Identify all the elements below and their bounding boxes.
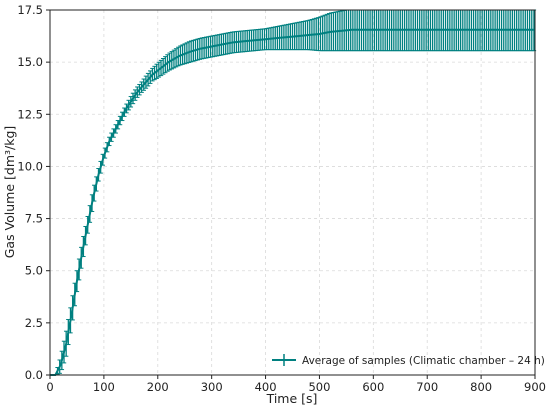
x-tick-label: 800 bbox=[470, 380, 492, 394]
x-tick-label: 100 bbox=[93, 380, 115, 394]
y-tick-label: 7.5 bbox=[25, 212, 43, 226]
error-bars bbox=[55, 9, 537, 375]
x-tick-label: 600 bbox=[362, 380, 384, 394]
x-tick-label: 0 bbox=[46, 380, 53, 394]
x-tick-label: 500 bbox=[308, 380, 330, 394]
y-tick-label: 5.0 bbox=[25, 264, 43, 278]
y-tick-label: 12.5 bbox=[17, 107, 43, 121]
y-axis-label: Gas Volume [dm³/kg] bbox=[2, 126, 17, 259]
x-tick-label: 900 bbox=[524, 380, 546, 394]
grid bbox=[50, 10, 535, 375]
x-axis-label: Time [s] bbox=[266, 391, 318, 406]
y-tick-label: 17.5 bbox=[17, 3, 43, 17]
y-tick-label: 2.5 bbox=[25, 316, 43, 330]
y-tick-label: 10.0 bbox=[17, 159, 43, 173]
y-tick-label: 0.0 bbox=[25, 368, 43, 382]
plot-frame bbox=[49, 9, 536, 376]
legend-label: Average of samples (Climatic chamber – 2… bbox=[302, 355, 545, 367]
x-tick-label: 300 bbox=[201, 380, 223, 394]
legend: Average of samples (Climatic chamber – 2… bbox=[272, 354, 545, 367]
x-tick-label: 200 bbox=[147, 380, 169, 394]
y-tick-label: 15.0 bbox=[17, 55, 43, 69]
series-line bbox=[50, 28, 535, 376]
x-tick-label: 700 bbox=[416, 380, 438, 394]
ticks: 0 100 200 300 400 500 600 700 800 900 0.0 2.5 5.0 7.5… bbox=[17, 3, 546, 394]
x-tick-label: 400 bbox=[255, 380, 277, 394]
